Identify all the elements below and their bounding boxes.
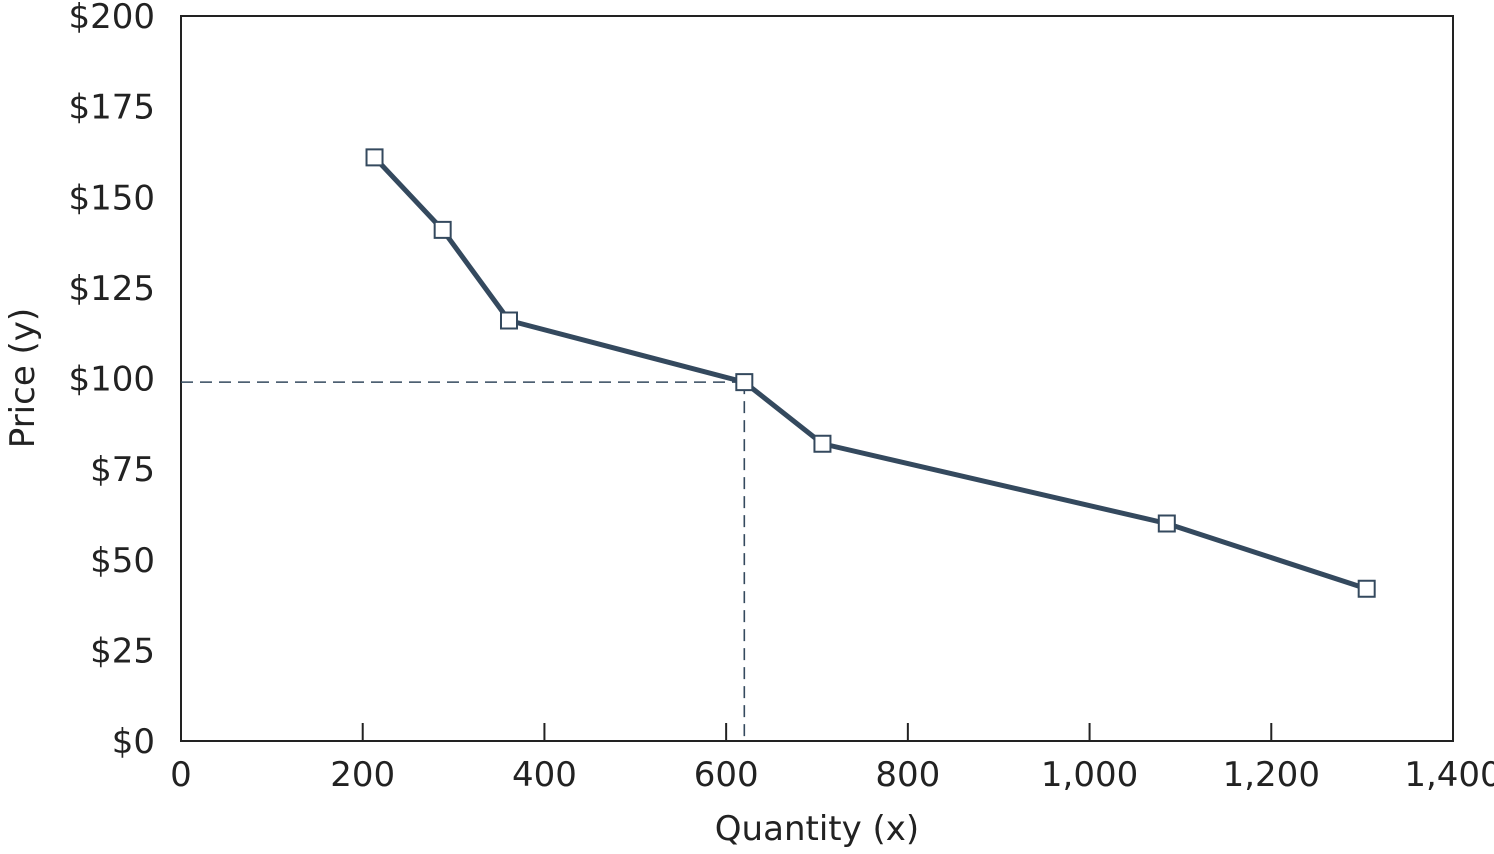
x-axis-ticks: 0 200 400 600 800 1,000 1,200 1,400 bbox=[170, 723, 1494, 795]
y-tick-label: $0 bbox=[112, 722, 155, 762]
data-point-marker bbox=[1357, 579, 1376, 598]
y-tick-label: $175 bbox=[68, 88, 155, 128]
y-tick-label: $125 bbox=[68, 269, 155, 309]
data-point-marker bbox=[433, 220, 452, 239]
y-tick-label: $25 bbox=[90, 631, 155, 671]
x-tick-label: 0 bbox=[170, 755, 192, 795]
y-tick-label: $200 bbox=[68, 0, 155, 37]
x-tick-label: 600 bbox=[694, 755, 759, 795]
series-line bbox=[372, 155, 1368, 592]
x-tick-label: 200 bbox=[330, 755, 395, 795]
x-axis-title: Quantity (x) bbox=[715, 809, 919, 849]
y-axis-title: Price (y) bbox=[3, 308, 43, 448]
y-tick-label: $150 bbox=[68, 178, 155, 218]
data-point-marker bbox=[735, 373, 754, 392]
x-tick-label: 1,400 bbox=[1404, 755, 1494, 795]
plot-frame bbox=[180, 15, 1454, 742]
y-tick-label: $100 bbox=[68, 360, 155, 400]
y-axis-ticks: $0 $25 $50 $75 $100 $125 $150 $175 $200 bbox=[68, 0, 155, 762]
series-layer bbox=[365, 148, 1376, 598]
x-tick-label: 400 bbox=[512, 755, 577, 795]
x-tick-label: 1,000 bbox=[1041, 755, 1138, 795]
data-point-marker bbox=[813, 434, 832, 453]
data-point-marker bbox=[1157, 514, 1176, 533]
reference-lines bbox=[181, 381, 746, 741]
x-tick-label: 1,200 bbox=[1223, 755, 1320, 795]
data-point-marker bbox=[499, 311, 518, 330]
y-tick-label: $75 bbox=[90, 450, 155, 490]
data-point-marker bbox=[365, 148, 384, 167]
y-tick-label: $50 bbox=[90, 541, 155, 581]
x-tick-label: 800 bbox=[875, 755, 940, 795]
